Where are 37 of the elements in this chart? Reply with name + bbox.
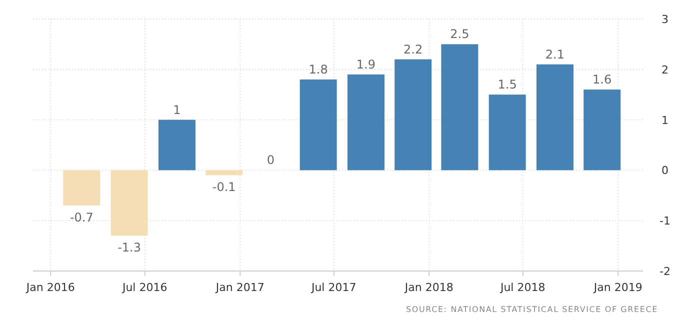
data-label: 1 — [173, 102, 181, 117]
data-label: 1.8 — [308, 62, 328, 76]
bar — [63, 170, 100, 206]
data-label: 1.5 — [498, 78, 517, 92]
bar — [300, 79, 337, 170]
data-label: 1.6 — [592, 72, 612, 87]
data-label: -1.3 — [118, 240, 142, 255]
x-tick-label: Jan 2019 — [592, 281, 642, 294]
x-tick-label: Jul 2017 — [310, 281, 356, 294]
x-tick-label: Jul 2018 — [499, 281, 546, 294]
data-label: 1.9 — [356, 57, 376, 72]
data-label: 2.5 — [450, 27, 470, 42]
bar — [158, 120, 196, 170]
x-tick-label: Jan 2016 — [25, 281, 75, 294]
data-label: -0.1 — [212, 180, 236, 194]
y-tick-label: 3 — [662, 13, 668, 26]
x-tick-label: Jan 2017 — [214, 281, 264, 294]
y-tick-label: 2 — [662, 63, 668, 76]
data-label: -0.7 — [70, 210, 94, 224]
y-tick-label: -1 — [660, 214, 670, 228]
data-label: 0 — [266, 153, 275, 168]
data-label: 2.1 — [545, 47, 565, 62]
y-tick-label: -2 — [660, 265, 670, 278]
bar — [206, 170, 243, 176]
y-tick-label: 1 — [662, 114, 668, 127]
data-label: 2.2 — [404, 42, 423, 56]
bar — [110, 170, 148, 236]
bar — [347, 74, 384, 170]
bar — [536, 64, 574, 170]
source-note: SOURCE: NATIONAL STATISTICAL SERVICE OF GREECE — [406, 305, 658, 314]
bar — [441, 44, 478, 170]
x-tick-label: Jul 2016 — [121, 281, 168, 294]
y-tick-label: 0 — [662, 164, 668, 178]
bar — [394, 59, 432, 170]
bar — [584, 90, 621, 170]
x-tick-label: Jan 2018 — [404, 281, 454, 294]
bar — [488, 94, 526, 170]
